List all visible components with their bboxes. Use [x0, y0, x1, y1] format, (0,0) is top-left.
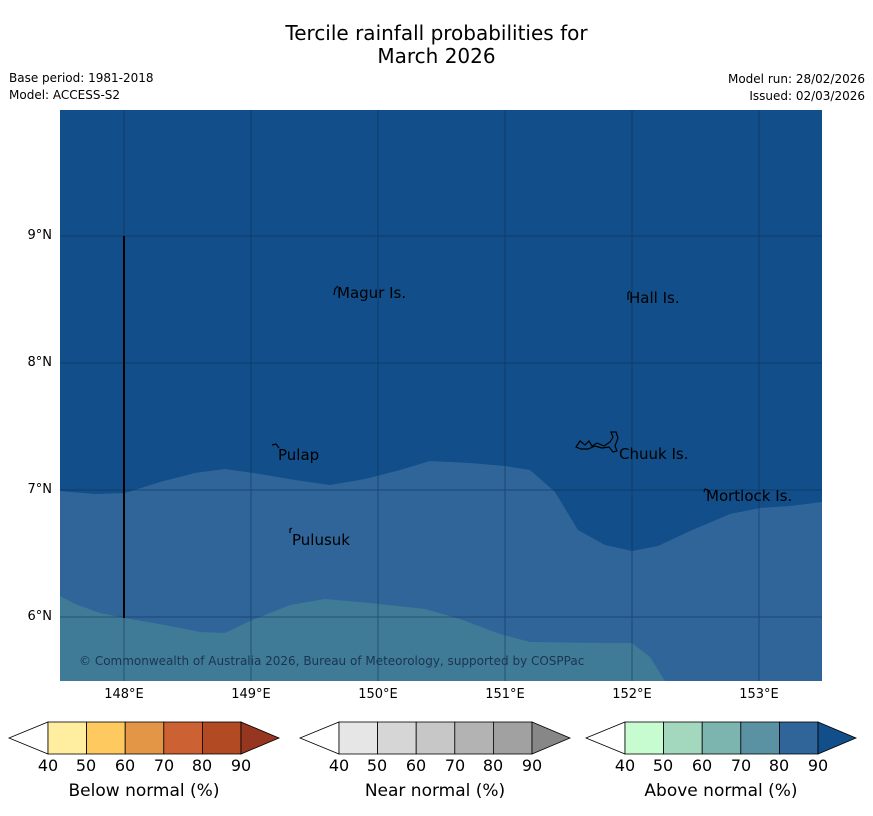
lat-label-6n: 6°N [27, 609, 53, 624]
legend-above-swatch-40 [624, 721, 664, 755]
island-hall [627, 290, 631, 300]
legend-near-swatch-70 [454, 721, 494, 755]
map-title: Tercile rainfall probabilities for March… [0, 22, 873, 68]
legend-above-label: Above normal (%) [644, 781, 798, 801]
map-region-above-70 [60, 596, 665, 681]
legend-below-swatch-min [7, 721, 49, 755]
lat-label-7n: 7°N [27, 482, 53, 497]
island-chuuk [575, 431, 619, 453]
lon-label-148e: 148°E [104, 687, 144, 702]
lat-label-9n: 9°N [27, 228, 53, 243]
meta-right: Model run: 28/02/2026 Issued: 02/03/2026 [728, 71, 865, 105]
place-label-chuuk: Chuuk Is. [619, 445, 688, 463]
legend-above-swatch-min [584, 721, 626, 755]
legend-near-tick-50: 50 [366, 756, 388, 775]
legend-near-label: Near normal (%) [364, 781, 506, 801]
legend-above-swatch-70 [740, 721, 780, 755]
lon-label-151e: 151°E [485, 687, 525, 702]
legend-below-tick-40: 40 [37, 756, 59, 775]
legend-above-tick-90: 90 [807, 756, 829, 775]
legend-near-swatch-max [531, 721, 572, 755]
legend-near-tick-60: 60 [405, 756, 427, 775]
model-name: Model: ACCESS-S2 [9, 88, 121, 102]
legend-above-tick-80: 80 [768, 756, 790, 775]
legend-near-tick-90: 90 [521, 756, 543, 775]
island-mortlock [703, 488, 709, 493]
lon-label-149e: 149°E [231, 687, 271, 702]
model-run: Model run: 28/02/2026 [727, 72, 865, 86]
island-pulap [271, 443, 280, 449]
legend-below-tick-80: 80 [191, 756, 213, 775]
place-label-pulusuk: Pulusuk [292, 531, 350, 549]
title-line-1: Tercile rainfall probabilities for [285, 21, 588, 45]
legend-near-tick-80: 80 [482, 756, 504, 775]
place-label-magur: Magur Is. [337, 284, 406, 302]
place-label-pulap: Pulap [278, 446, 319, 464]
legend-above-swatch-60 [701, 721, 742, 755]
legend-above-tick-50: 50 [652, 756, 674, 775]
legend-below-swatch-50 [86, 721, 126, 755]
legend-near-tick-70: 70 [444, 756, 466, 775]
island-pulusuk [289, 527, 293, 533]
legend-near-tick-40: 40 [328, 756, 350, 775]
meta-left: Base period: 1981-2018 Model: ACCESS-S2 [9, 70, 154, 104]
legend-above-swatch-50 [663, 721, 703, 755]
lon-label-153e: 153°E [739, 687, 779, 702]
lon-label-152e: 152°E [612, 687, 652, 702]
legend-below-tick-90: 90 [230, 756, 252, 775]
title-line-2: March 2026 [377, 44, 496, 68]
legend-near-swatch-40 [338, 721, 378, 755]
legend-below-swatch-40 [47, 721, 87, 755]
legend-below-swatch-80 [201, 721, 242, 755]
legend-above-tick-60: 60 [691, 756, 713, 775]
legend-below-label: Below normal (%) [68, 781, 220, 801]
lat-label-8n: 8°N [27, 355, 53, 370]
island-magur [333, 285, 339, 296]
legend-above-swatch-80 [779, 721, 819, 755]
legend-near-swatch-min [298, 721, 340, 755]
gridlines [60, 110, 822, 681]
copyright-text: © Commonwealth of Australia 2026, Bureau… [79, 654, 584, 668]
legend-below-swatch-70 [163, 721, 203, 755]
place-label-hall: Hall Is. [629, 289, 680, 307]
legend-above-normal [584, 721, 858, 755]
legend-below-tick-50: 50 [75, 756, 97, 775]
legend-near-swatch-50 [377, 721, 417, 755]
legend-below-swatch-60 [124, 721, 165, 755]
base-period: Base period: 1981-2018 [9, 71, 154, 85]
legend-above-swatch-max [817, 721, 858, 755]
legend-near-swatch-80 [492, 721, 533, 755]
issued-date: Issued: 02/03/2026 [749, 89, 865, 103]
legend-above-tick-70: 70 [730, 756, 752, 775]
legend-above-tick-40: 40 [614, 756, 636, 775]
legend-below-tick-70: 70 [153, 756, 175, 775]
place-label-mortlock: Mortlock Is. [706, 487, 792, 505]
legend-near-normal [298, 721, 572, 755]
legend-below-normal [7, 721, 281, 755]
legend-below-swatch-max [240, 721, 281, 755]
island-outlines [271, 285, 709, 533]
lon-label-150e: 150°E [358, 687, 398, 702]
legend-below-tick-60: 60 [114, 756, 136, 775]
legend-near-swatch-60 [415, 721, 456, 755]
